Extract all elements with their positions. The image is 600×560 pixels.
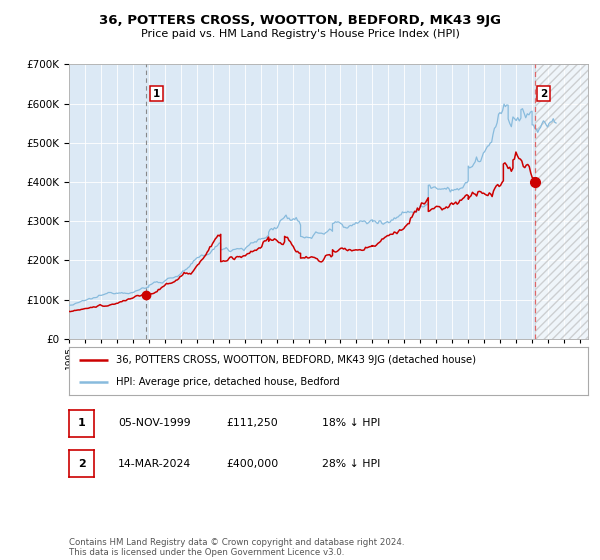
Text: 36, POTTERS CROSS, WOOTTON, BEDFORD, MK43 9JG: 36, POTTERS CROSS, WOOTTON, BEDFORD, MK4… — [99, 14, 501, 27]
Text: £400,000: £400,000 — [226, 459, 278, 469]
Text: 05-NOV-1999: 05-NOV-1999 — [118, 418, 191, 428]
Text: HPI: Average price, detached house, Bedford: HPI: Average price, detached house, Bedf… — [116, 377, 340, 387]
Text: 36, POTTERS CROSS, WOOTTON, BEDFORD, MK43 9JG (detached house): 36, POTTERS CROSS, WOOTTON, BEDFORD, MK4… — [116, 355, 476, 365]
Text: 2: 2 — [540, 89, 547, 99]
Text: 14-MAR-2024: 14-MAR-2024 — [118, 459, 191, 469]
Bar — [535, 64, 588, 339]
Text: 2: 2 — [78, 459, 85, 469]
Text: 28% ↓ HPI: 28% ↓ HPI — [322, 459, 380, 469]
Text: £111,250: £111,250 — [226, 418, 278, 428]
Text: Price paid vs. HM Land Registry's House Price Index (HPI): Price paid vs. HM Land Registry's House … — [140, 29, 460, 39]
Text: 1: 1 — [152, 89, 160, 99]
Text: Contains HM Land Registry data © Crown copyright and database right 2024.
This d: Contains HM Land Registry data © Crown c… — [69, 538, 404, 557]
Text: 1: 1 — [78, 418, 85, 428]
Text: 18% ↓ HPI: 18% ↓ HPI — [322, 418, 380, 428]
